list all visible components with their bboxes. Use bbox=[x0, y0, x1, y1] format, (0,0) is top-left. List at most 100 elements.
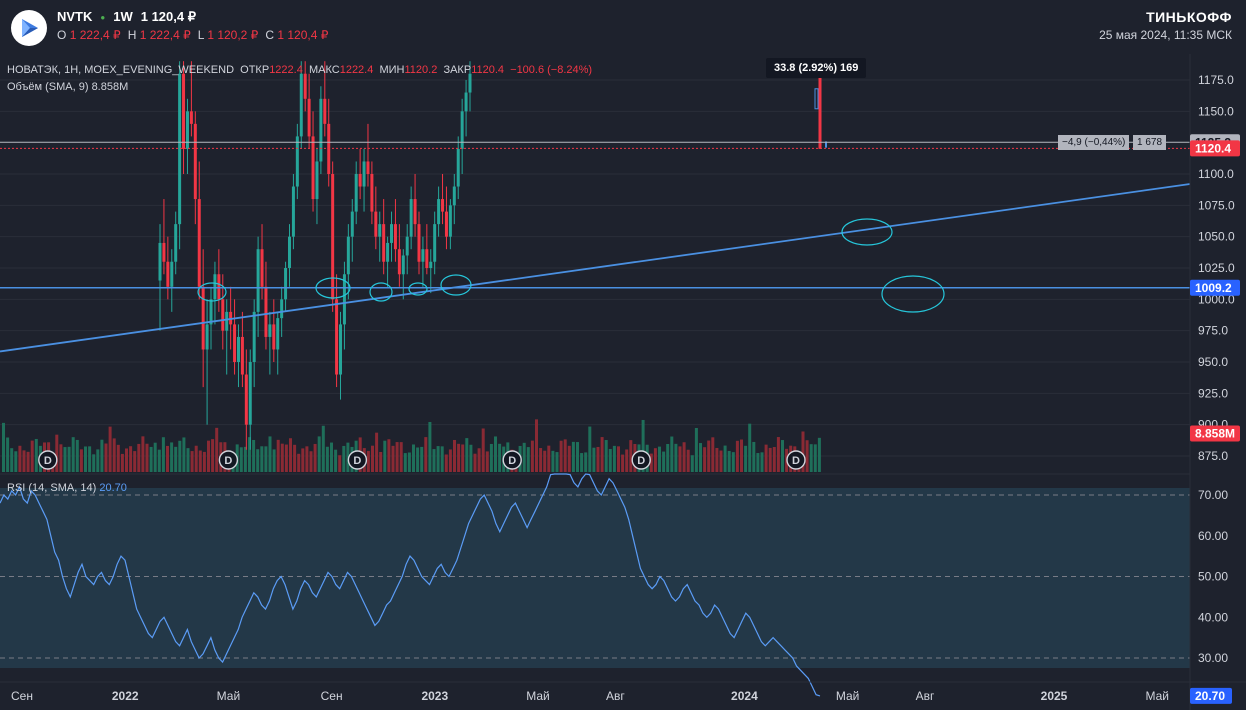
volume-bar bbox=[182, 437, 186, 472]
volume-bar bbox=[289, 438, 292, 472]
volume-bar bbox=[129, 446, 133, 472]
rsi-value: 20.70 bbox=[99, 482, 127, 494]
candle-body bbox=[233, 324, 237, 362]
rsi-tick-label: 60.00 bbox=[1198, 529, 1228, 543]
volume-bar bbox=[18, 445, 22, 472]
candle-body bbox=[221, 299, 225, 331]
selection-marker bbox=[814, 88, 819, 110]
candle-body bbox=[441, 199, 445, 212]
volume-bar bbox=[170, 442, 174, 472]
legend-open-value: 1222.4 bbox=[269, 64, 303, 76]
candle-body bbox=[335, 299, 339, 375]
time-axis-label: Авг bbox=[916, 689, 935, 703]
volume-bar bbox=[547, 445, 551, 472]
time-axis-label: Май bbox=[217, 689, 241, 703]
volume-bar bbox=[424, 437, 428, 472]
volume-bar bbox=[670, 436, 674, 472]
annotation-circle bbox=[369, 282, 393, 302]
candle-body bbox=[166, 261, 170, 287]
candle-body bbox=[452, 186, 456, 206]
symbol-name[interactable]: NVTK bbox=[57, 9, 93, 24]
candle-body bbox=[193, 123, 197, 200]
volume-bar bbox=[764, 444, 768, 472]
volume-bar bbox=[260, 446, 264, 472]
candle-body bbox=[170, 261, 174, 287]
volume-bar bbox=[301, 448, 305, 472]
volume-bar bbox=[596, 446, 600, 472]
rsi-legend[interactable]: RSI (14, SMA, 14) 20.70 bbox=[7, 482, 127, 494]
volume-bar bbox=[498, 443, 502, 472]
price-axis-badge bbox=[1190, 425, 1240, 442]
time-axis-label: 2022 bbox=[112, 689, 139, 703]
volume-bar bbox=[215, 427, 219, 472]
legend-title: НОВАТЭК, 1Н, MOEX_EVENING_WEEKEND bbox=[7, 64, 235, 76]
candle-body bbox=[256, 249, 260, 312]
candle-body bbox=[456, 148, 460, 187]
time-axis-label: Май bbox=[1145, 689, 1169, 703]
volume-bar bbox=[535, 419, 538, 472]
main-series-legend[interactable]: НОВАТЭК, 1Н, MOEX_EVENING_WEEKEND ОТКР12… bbox=[7, 64, 592, 76]
volume-bar bbox=[55, 434, 59, 472]
rsi-band bbox=[0, 488, 1190, 668]
candle-body bbox=[217, 274, 221, 300]
volume-bar bbox=[707, 440, 711, 472]
volume-bar bbox=[768, 447, 772, 472]
candle-body bbox=[284, 268, 288, 300]
volume-bar bbox=[174, 446, 178, 472]
candle-body bbox=[189, 111, 193, 124]
dividend-marker bbox=[347, 450, 368, 470]
volume-bar bbox=[559, 440, 563, 472]
volume-legend[interactable]: Объём (SMA, 9) 8.858M bbox=[7, 81, 128, 93]
candle-body bbox=[413, 199, 417, 225]
volume-bar bbox=[711, 437, 715, 472]
candle-body bbox=[299, 73, 303, 137]
datetime: 25 мая 2024, 11:35 МСК bbox=[1099, 28, 1232, 42]
price-tick-label: 1000.0 bbox=[1198, 292, 1235, 306]
volume-bar bbox=[325, 446, 329, 472]
volume-bar bbox=[63, 447, 67, 472]
price-tick-label: 975.0 bbox=[1198, 324, 1228, 338]
legend-open-label: ОТКР bbox=[240, 64, 270, 76]
symbol-line[interactable]: NVTK ● 1W 1 120,4 ₽ bbox=[57, 9, 204, 25]
volume-bar bbox=[629, 440, 633, 472]
candle-body bbox=[401, 255, 405, 275]
volume-bar bbox=[6, 437, 10, 472]
volume-bar bbox=[461, 444, 465, 472]
candle-body bbox=[433, 224, 437, 262]
candle-body bbox=[225, 311, 229, 331]
candle-body bbox=[354, 174, 358, 212]
volume-bar bbox=[297, 453, 301, 472]
time-axis-label: 2024 bbox=[731, 689, 758, 703]
volume-bar bbox=[116, 444, 120, 472]
candle-body bbox=[421, 249, 425, 262]
volume-bar bbox=[571, 441, 575, 472]
candle-body bbox=[350, 211, 354, 237]
volume-bar bbox=[809, 444, 813, 472]
candle-body bbox=[209, 299, 213, 325]
price-chart[interactable]: 1175.01150.01125.01100.01075.01050.01025… bbox=[0, 54, 1246, 710]
candle-body bbox=[311, 136, 315, 200]
volume-bar bbox=[662, 451, 666, 472]
price-tick-label: 1075.0 bbox=[1198, 198, 1235, 212]
dividend-marker bbox=[38, 450, 58, 470]
candle-body bbox=[429, 261, 433, 268]
ohlc-open-value: 1 222,4 ₽ bbox=[69, 28, 121, 42]
ohlc-open-label: O bbox=[57, 28, 67, 42]
legend-change: −100.6 (−8.24%) bbox=[510, 64, 593, 76]
ohlc-low-value: 1 120,2 ₽ bbox=[207, 28, 259, 42]
legend-low-value: 1120.2 bbox=[404, 64, 438, 76]
annotation-circle bbox=[440, 274, 472, 296]
candle-body bbox=[460, 111, 464, 149]
volume-bar bbox=[653, 448, 657, 472]
volume-bar bbox=[412, 444, 415, 472]
price-axis-badge-label: 1009.2 bbox=[1195, 281, 1232, 295]
time-axis-label: Сен bbox=[11, 689, 33, 703]
volume-bar bbox=[317, 436, 321, 472]
price-axis-badge bbox=[1190, 279, 1240, 296]
volume-bar bbox=[309, 451, 313, 472]
interval[interactable]: 1W bbox=[113, 9, 133, 24]
volume-bar bbox=[469, 444, 473, 472]
candle-body bbox=[201, 286, 205, 350]
candle-body bbox=[358, 174, 362, 187]
volume-bar bbox=[252, 439, 256, 472]
